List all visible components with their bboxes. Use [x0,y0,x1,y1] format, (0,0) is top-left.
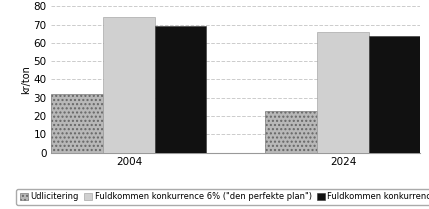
Bar [266,111,317,153]
Bar [155,26,206,153]
Y-axis label: kr/ton: kr/ton [21,65,31,94]
Bar [51,94,103,153]
Bar [369,36,420,153]
Bar [317,32,369,153]
Legend: Udlicitering, Fuldkommen konkurrence 6% ("den perfekte plan"), Fuldkommen konkur: Udlicitering, Fuldkommen konkurrence 6% … [16,189,429,205]
Bar [103,17,155,153]
